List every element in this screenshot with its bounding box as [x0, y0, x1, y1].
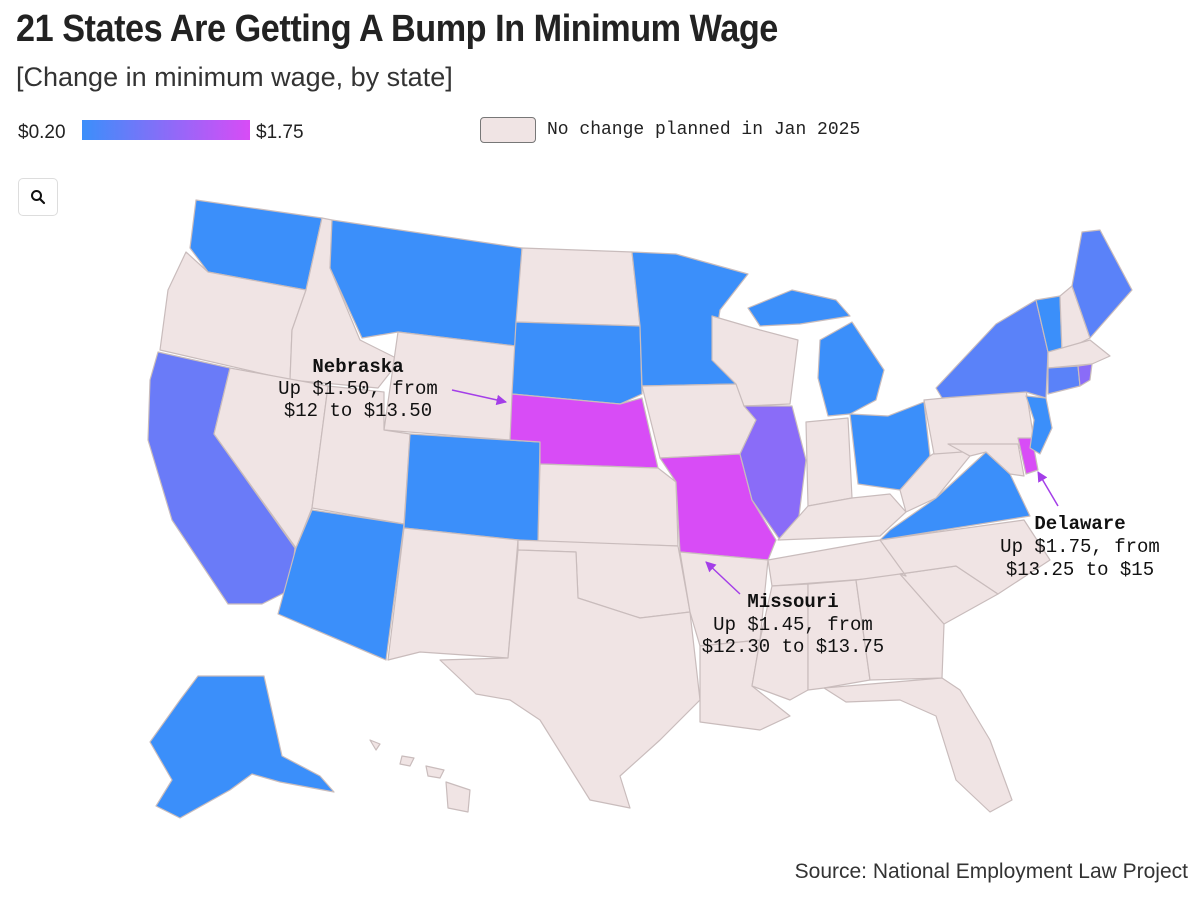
- state-north-dakota[interactable]: [515, 247, 641, 327]
- state-indiana[interactable]: [805, 417, 853, 507]
- annotation-nebraska-line2: $12 to $13.50: [284, 400, 432, 422]
- state-florida[interactable]: [823, 677, 1013, 813]
- state-hawaii[interactable]: [369, 739, 471, 813]
- legend-no-change-label: No change planned in Jan 2025: [547, 120, 861, 140]
- search-icon: [31, 190, 46, 205]
- annotation-delaware-arrow: [1037, 471, 1059, 507]
- zoom-button[interactable]: [18, 178, 58, 216]
- state-michigan-upper[interactable]: [747, 289, 851, 327]
- annotation-nebraska-title: Nebraska: [312, 356, 403, 378]
- state-iowa[interactable]: [641, 383, 757, 459]
- state-kentucky[interactable]: [777, 493, 907, 541]
- annotation-nebraska-line1: Up $1.50, from: [278, 378, 438, 400]
- state-new-york[interactable]: [935, 299, 1049, 399]
- legend-no-change-swatch: [480, 117, 536, 143]
- annotation-nebraska-arrow: [451, 389, 508, 406]
- state-texas[interactable]: [439, 549, 701, 809]
- annotation-delaware-line1: Up $1.75, from: [1000, 536, 1160, 558]
- state-alabama[interactable]: [807, 579, 871, 691]
- state-colorado[interactable]: [403, 433, 541, 543]
- source-note: Source: National Employment Law Project: [794, 860, 1188, 883]
- annotation-missouri-line1: Up $1.45, from: [713, 614, 873, 636]
- state-connecticut[interactable]: [1047, 365, 1081, 395]
- state-rhode-island[interactable]: [1077, 363, 1093, 387]
- state-new-mexico[interactable]: [387, 527, 519, 661]
- state-kansas[interactable]: [537, 463, 679, 547]
- state-georgia[interactable]: [855, 573, 945, 681]
- state-south-dakota[interactable]: [511, 321, 643, 405]
- state-north-carolina[interactable]: [879, 519, 1051, 595]
- annotation-missouri-title: Missouri: [747, 591, 838, 613]
- states: [147, 199, 1133, 819]
- state-montana[interactable]: [329, 219, 523, 347]
- state-wisconsin[interactable]: [711, 315, 799, 407]
- state-maine[interactable]: [1071, 229, 1133, 339]
- annotation-delaware: Delaware Up $1.75, from $13.25 to $15: [1000, 471, 1160, 581]
- annotation-delaware-title: Delaware: [1034, 513, 1125, 535]
- legend: $0.20 $1.75 No change planned in Jan 202…: [0, 117, 1200, 147]
- annotation-delaware-line2: $13.25 to $15: [1006, 559, 1154, 581]
- chart-title: 21 States Are Getting A Bump In Minimum …: [16, 8, 778, 50]
- state-massachusetts[interactable]: [1047, 339, 1111, 369]
- annotation-missouri: Missouri Up $1.45, from $12.30 to $13.75: [702, 561, 884, 658]
- annotation-missouri-line2: $12.30 to $13.75: [702, 636, 884, 658]
- annotation-missouri-arrow: [705, 561, 741, 595]
- legend-color-scale: [82, 120, 250, 140]
- state-michigan-lower[interactable]: [817, 321, 885, 417]
- legend-max-label: $1.75: [256, 122, 304, 143]
- legend-min-label: $0.20: [18, 122, 66, 143]
- state-alaska[interactable]: [149, 675, 335, 819]
- chart-subtitle: [Change in minimum wage, by state]: [16, 62, 453, 92]
- annotation-nebraska: Nebraska Up $1.50, from $12 to $13.50: [278, 356, 508, 422]
- state-maryland[interactable]: [947, 443, 1025, 477]
- state-arizona[interactable]: [277, 509, 405, 661]
